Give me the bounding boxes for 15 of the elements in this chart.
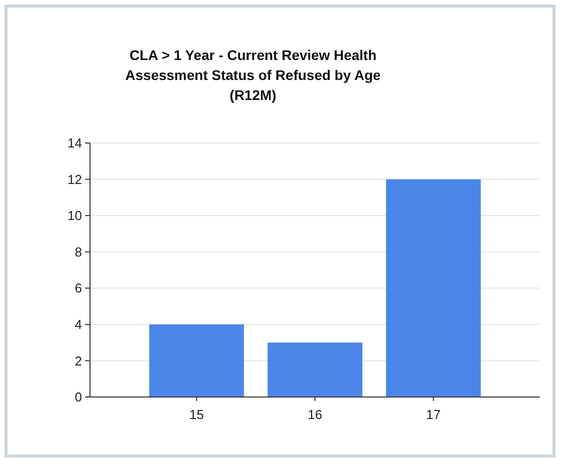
y-tick-label: 4 (74, 316, 82, 332)
x-tick-label: 15 (189, 407, 204, 422)
chart-title: CLA > 1 Year - Current Review Health Assessment Status of Refused by Age (R12M) (125, 47, 381, 103)
y-tick-label: 10 (68, 208, 82, 224)
y-tick-label: 0 (74, 390, 82, 405)
y-tick-label: 6 (74, 280, 82, 296)
y-tick-label: 14 (68, 136, 82, 151)
y-tick-label: 2 (74, 353, 82, 368)
y-tick-label: 12 (68, 172, 82, 187)
x-tick-label: 17 (426, 407, 441, 422)
bar (386, 179, 481, 397)
x-tick-label: 16 (308, 407, 322, 422)
bar (149, 324, 244, 397)
y-tick-label: 8 (74, 244, 82, 260)
bar (268, 342, 362, 397)
